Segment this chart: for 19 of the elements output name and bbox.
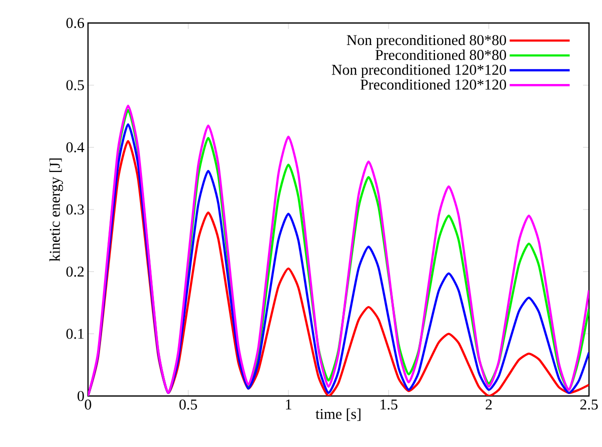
legend-label: Preconditioned 80*80 — [375, 49, 506, 60]
legend-label: Preconditioned 120*120 — [360, 79, 506, 90]
y-tick-label: 0.4 — [66, 142, 84, 152]
x-tick-label: 1 — [286, 400, 292, 410]
x-tick-label: 0.5 — [179, 400, 197, 410]
legend-label: Non preconditioned 80*80 — [346, 34, 506, 48]
y-tick-label: 0 — [78, 390, 84, 402]
x-tick-label: 1.5 — [380, 400, 398, 410]
legend-label: Non preconditioned 120*120 — [332, 64, 506, 78]
y-tick-label: 0.2 — [66, 266, 84, 277]
x-tick-label: 2.5 — [580, 400, 598, 410]
x-axis-title: time [s] — [316, 408, 360, 421]
x-tick-label: 2 — [486, 400, 492, 410]
y-tick-label: 0.1 — [66, 328, 84, 339]
x-tick-label: 0 — [84, 400, 92, 410]
y-tick-label: 0.6 — [66, 18, 84, 28]
y-tick-label: 0.3 — [66, 204, 84, 215]
y-tick-label: 0.5 — [66, 80, 84, 90]
y-axis-title: kinetic energy [J] — [49, 158, 63, 262]
